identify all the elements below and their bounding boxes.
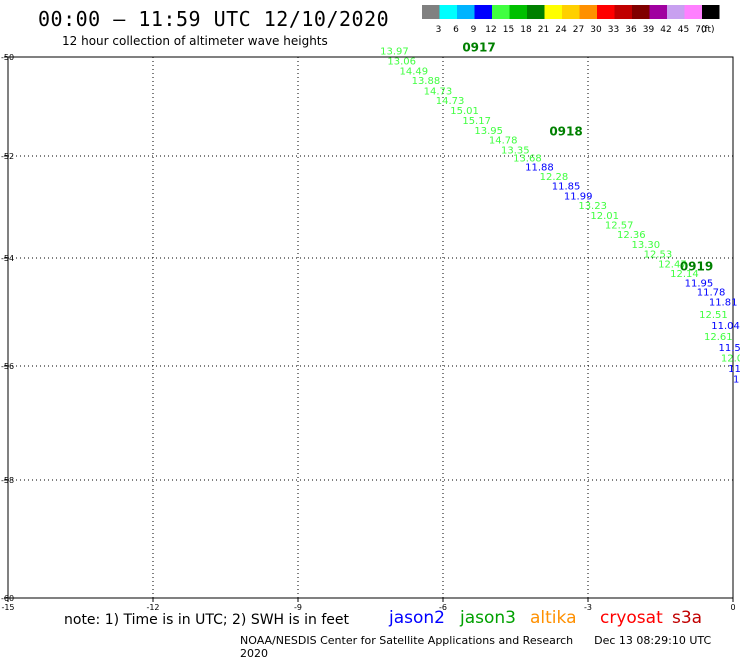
lon-tick-label: -9 — [294, 603, 302, 612]
lon-tick-label: -3 — [584, 603, 592, 612]
map-frame — [8, 57, 733, 598]
lon-tick-label: 0 — [730, 603, 735, 612]
lat-tick-label: -54 — [1, 254, 14, 263]
wave-height-label: 12.61 — [704, 332, 733, 343]
wave-height-label: 11.81 — [709, 297, 738, 308]
lat-tick-label: -56 — [1, 362, 14, 371]
lat-tick-label: -50 — [1, 53, 14, 62]
pass-time-label: 0919 — [680, 260, 713, 274]
wave-height-label: 11 — [733, 375, 740, 386]
wave-height-label: 12.51 — [699, 310, 728, 321]
satellite-jason3: jason3 — [460, 608, 516, 628]
wave-height-label: 11.04 — [711, 321, 740, 332]
footer-credit: NOAA/NESDIS Center for Satellite Applica… — [240, 634, 740, 660]
satellite-jason2: jason2 — [389, 608, 445, 628]
footer-note: note: 1) Time is in UTC; 2) SWH is in fe… — [64, 612, 349, 628]
wave-height-label: 11.57 — [719, 343, 740, 354]
lat-tick-label: -52 — [1, 152, 14, 161]
lon-tick-label: -15 — [1, 603, 14, 612]
pass-time-label: 0917 — [462, 41, 495, 55]
satellite-cryosat: cryosat — [600, 608, 663, 628]
satellite-s3a: s3a — [672, 608, 702, 628]
lon-tick-label: -12 — [146, 603, 159, 612]
wave-height-label: 11.4 — [728, 364, 740, 375]
lat-tick-label: -58 — [1, 476, 14, 485]
satellite-altika: altika — [530, 608, 577, 628]
credit-text: NOAA/NESDIS Center for Satellite Applica… — [240, 634, 573, 647]
pass-time-label: 0918 — [549, 124, 582, 138]
